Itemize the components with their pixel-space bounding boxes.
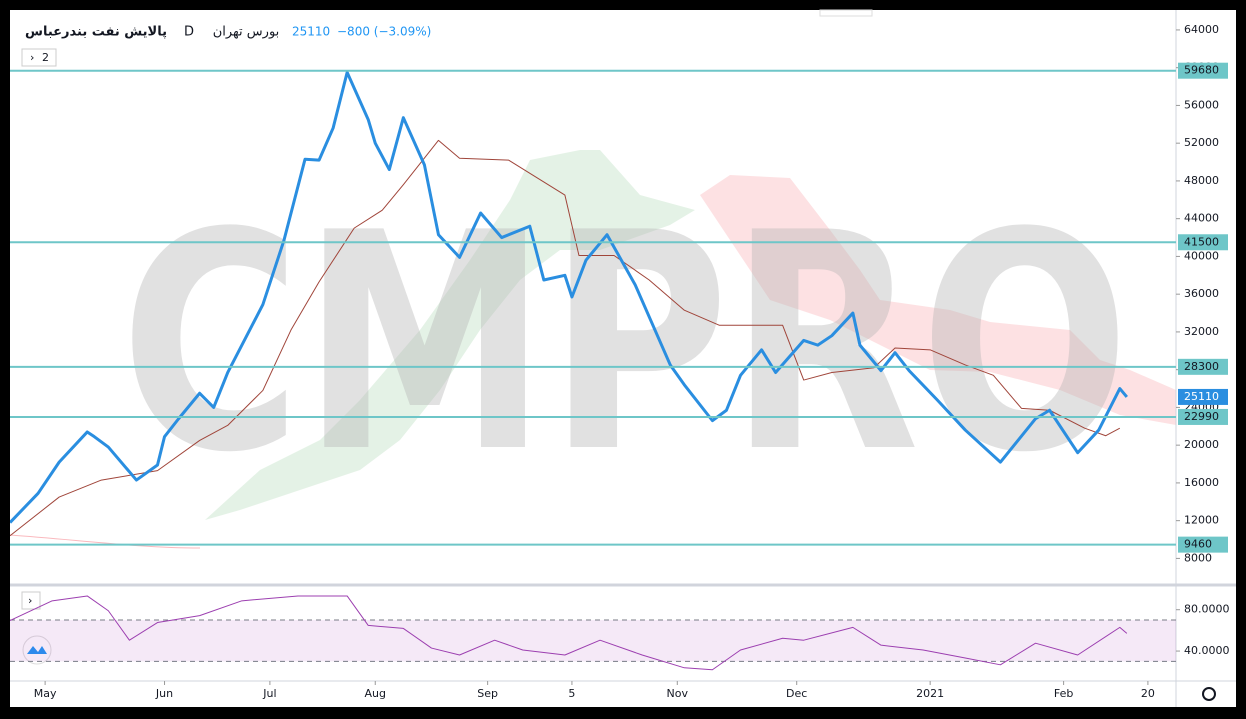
y-tick-label: 16000	[1184, 476, 1219, 489]
pane-count: 2	[42, 51, 49, 64]
symbol-name: پالایش نفت بندرعباس	[25, 25, 167, 40]
x-tick-label: Aug	[365, 687, 386, 700]
level-badge	[1178, 234, 1228, 251]
line-series	[10, 139, 1121, 537]
y-tick-label: 20000	[1184, 438, 1219, 451]
level-label: 59680	[1184, 64, 1219, 77]
level-badge	[1178, 536, 1228, 553]
rsi-line	[10, 595, 1128, 671]
x-tick-label: May	[34, 687, 57, 700]
x-tick-label: Sep	[477, 687, 498, 700]
exchange: بورس تهران	[213, 25, 280, 40]
logo-icon	[27, 646, 47, 654]
x-tick-label: Feb	[1054, 687, 1073, 700]
y-tick-label: 40000	[1184, 249, 1219, 262]
pane-toggle[interactable]	[21, 48, 57, 67]
level-label: 41500	[1184, 235, 1219, 248]
y-tick-label: 48000	[1184, 174, 1219, 187]
rsi-tick-label: 40.0000	[1184, 644, 1230, 657]
y-tick-label: 52000	[1184, 136, 1219, 149]
y-tick-label: 64000	[1184, 23, 1219, 36]
price-pane	[10, 70, 1128, 537]
chevron: ›	[28, 594, 32, 607]
header-price: 25110	[292, 25, 330, 39]
x-tick-label: Nov	[667, 687, 689, 700]
watermark: CMPRO	[120, 169, 1130, 518]
level-label: 9460	[1184, 538, 1212, 551]
y-tick-label: 44000	[1184, 212, 1219, 225]
chevron: ›	[30, 51, 34, 64]
level-badge	[1178, 408, 1228, 425]
y-tick-label: 36000	[1184, 287, 1219, 300]
y-tick-label: 56000	[1184, 98, 1219, 111]
x-tick-label: Jul	[262, 687, 276, 700]
background	[10, 10, 1236, 707]
x-tick-label: 20	[1141, 687, 1155, 700]
x-tick-label: Dec	[786, 687, 807, 700]
x-tick-label: 5	[568, 687, 575, 700]
rsi-pane	[10, 595, 1176, 671]
level-label: 22990	[1184, 410, 1219, 423]
price-badge	[1178, 388, 1228, 405]
x-tick-label: 2021	[916, 687, 944, 700]
header-change: −800 (−3.09%)	[337, 25, 431, 39]
rsi-band	[10, 620, 1176, 662]
top-tab[interactable]	[819, 9, 873, 17]
level-badge	[1178, 62, 1228, 79]
interval: D	[184, 25, 194, 40]
y-tick-label: 32000	[1184, 325, 1219, 338]
logo[interactable]	[22, 635, 52, 665]
level-badge	[1178, 358, 1228, 375]
rsi-tick-label: 80.0000	[1184, 603, 1230, 616]
line-series	[10, 70, 1128, 524]
pane-toggle[interactable]	[21, 591, 41, 610]
y-tick-label: 8000	[1184, 551, 1212, 564]
y-tick-label: 12000	[1184, 514, 1219, 527]
level-label: 28300	[1184, 360, 1219, 373]
settings-icon[interactable]	[1202, 687, 1216, 701]
x-tick-label: Jun	[155, 687, 173, 700]
price-label: 25110	[1184, 390, 1219, 403]
